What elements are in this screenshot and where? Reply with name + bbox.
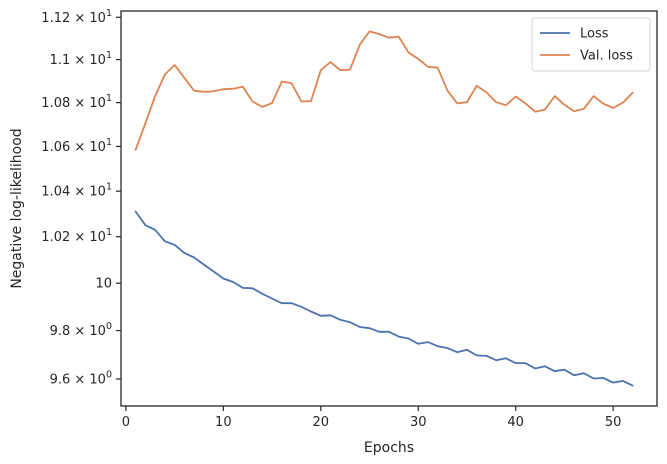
y-tick-mantissa: 1.12 bbox=[41, 11, 70, 26]
y-tick-exponent: 0 bbox=[106, 321, 112, 332]
y-tick-exponent: 0 bbox=[106, 369, 112, 380]
x-tick-label: 20 bbox=[313, 415, 330, 430]
y-tick-times-sign: × 10 bbox=[70, 53, 106, 68]
y-tick-label: 1.04 × 101 bbox=[41, 182, 112, 200]
x-axis-label: Epochs bbox=[364, 440, 414, 456]
y-tick-mantissa: 1.1 bbox=[50, 53, 71, 68]
x-tick-label: 10 bbox=[215, 415, 232, 430]
x-axis-ticks: 0 10 20 30 40 50 bbox=[122, 406, 622, 430]
x-tick-label: 50 bbox=[605, 415, 622, 430]
y-tick-label: 10 bbox=[95, 277, 112, 292]
y-tick-times-sign: × 10 bbox=[70, 372, 106, 387]
y-tick-mantissa: 1.04 bbox=[41, 185, 70, 200]
legend: Loss Val. loss bbox=[531, 17, 651, 72]
y-tick-label: 1.06 × 101 bbox=[41, 137, 112, 155]
x-tick-label: 0 bbox=[122, 415, 130, 430]
y-tick-exponent: 1 bbox=[106, 93, 112, 104]
y-tick-label: 9.6 × 100 bbox=[50, 369, 112, 387]
y-tick-times-sign: × 10 bbox=[70, 324, 106, 339]
y-tick-label: 9.8 × 100 bbox=[50, 321, 112, 339]
y-tick-exponent: 1 bbox=[106, 137, 112, 148]
y-tick-times-sign: × 10 bbox=[70, 96, 106, 111]
y-tick-mantissa: 1.08 bbox=[41, 96, 70, 111]
y-tick-exponent: 1 bbox=[106, 227, 112, 238]
y-tick-times-sign: × 10 bbox=[70, 11, 106, 26]
plot-frame bbox=[120, 10, 658, 407]
y-tick-label: 1.08 × 101 bbox=[41, 93, 112, 111]
legend-label-loss: Loss bbox=[580, 27, 609, 42]
series-line-val-loss bbox=[134, 30, 634, 151]
legend-box bbox=[531, 17, 651, 72]
y-tick-exponent: 1 bbox=[106, 182, 112, 193]
y-tick-mantissa: 9.6 bbox=[50, 372, 71, 387]
y-tick-label: 1.1 × 101 bbox=[50, 50, 112, 68]
legend-label-val-loss: Val. loss bbox=[580, 49, 633, 64]
y-tick-label: 1.12 × 101 bbox=[41, 8, 112, 26]
y-tick-exponent: 1 bbox=[106, 50, 112, 61]
y-tick-mantissa: 9.8 bbox=[50, 324, 71, 339]
y-axis-label: Negative log-likelihood bbox=[9, 128, 25, 288]
x-tick-label: 40 bbox=[507, 415, 524, 430]
x-tick-label: 30 bbox=[410, 415, 427, 430]
series-lines bbox=[134, 30, 634, 387]
y-tick-exponent: 1 bbox=[106, 8, 112, 19]
y-tick-times-sign: × 10 bbox=[70, 140, 106, 155]
series-line-loss bbox=[134, 210, 634, 387]
y-tick-mantissa: 1.06 bbox=[41, 140, 70, 155]
y-tick-label: 1.02 × 101 bbox=[41, 227, 112, 245]
y-tick-times-sign: × 10 bbox=[70, 230, 106, 245]
y-tick-mantissa: 1.02 bbox=[41, 230, 70, 245]
y-tick-times-sign: × 10 bbox=[70, 185, 106, 200]
